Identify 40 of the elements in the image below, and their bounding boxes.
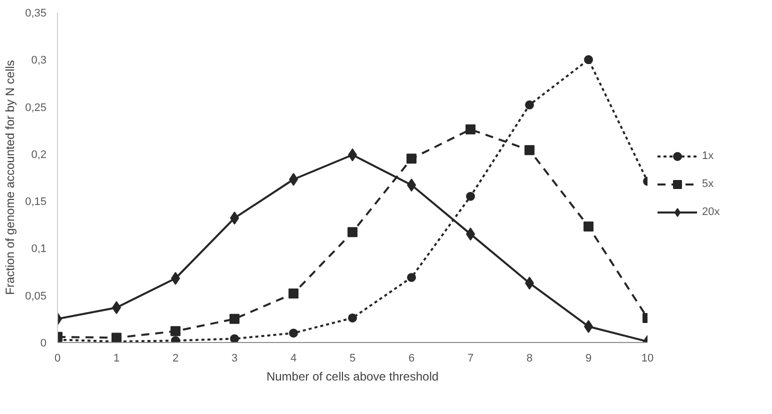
point bbox=[230, 314, 240, 324]
point bbox=[289, 328, 298, 338]
x-axis-title: Number of cells above threshold bbox=[266, 370, 439, 384]
point bbox=[466, 124, 476, 134]
x-tick-label: 4 bbox=[290, 352, 297, 364]
point bbox=[348, 313, 357, 322]
x-tick-label: 7 bbox=[467, 352, 474, 364]
legend-label: 5x bbox=[702, 178, 715, 190]
y-tick-label: 0,1 bbox=[31, 243, 47, 256]
y-tick-label: 0,05 bbox=[25, 290, 47, 302]
x-tick-label: 10 bbox=[641, 352, 654, 364]
x-tick-label: 6 bbox=[408, 352, 415, 364]
y-tick-label: 0,25 bbox=[25, 102, 47, 114]
x-tick-label: 0 bbox=[54, 352, 61, 364]
y-tick-label: 0,15 bbox=[25, 196, 47, 208]
point bbox=[524, 145, 534, 156]
x-tick-label: 3 bbox=[231, 352, 238, 364]
y-tick-label: 0,2 bbox=[31, 148, 47, 161]
x-tick-label: 1 bbox=[113, 352, 120, 364]
point bbox=[112, 332, 122, 342]
point bbox=[230, 334, 239, 342]
y-tick-label: 0,3 bbox=[31, 54, 47, 67]
point bbox=[348, 227, 358, 238]
legend-label: 20x bbox=[702, 206, 721, 218]
point bbox=[170, 326, 180, 336]
legend-label: 1x bbox=[702, 150, 715, 162]
point bbox=[407, 272, 416, 282]
x-tick-label: 5 bbox=[349, 352, 356, 364]
point bbox=[584, 55, 593, 64]
y-tick-label: 0,35 bbox=[25, 8, 47, 20]
point bbox=[525, 100, 534, 110]
x-tick-label: 8 bbox=[526, 352, 533, 364]
point bbox=[466, 192, 475, 201]
y-tick-label: 0 bbox=[40, 338, 47, 350]
x-tick-label: 9 bbox=[585, 352, 592, 364]
point bbox=[288, 288, 298, 298]
x-tick-label: 2 bbox=[172, 352, 179, 364]
point bbox=[406, 154, 416, 164]
y-axis-title: Fraction of genome accounted for by N cells bbox=[3, 60, 18, 295]
point bbox=[584, 222, 594, 232]
